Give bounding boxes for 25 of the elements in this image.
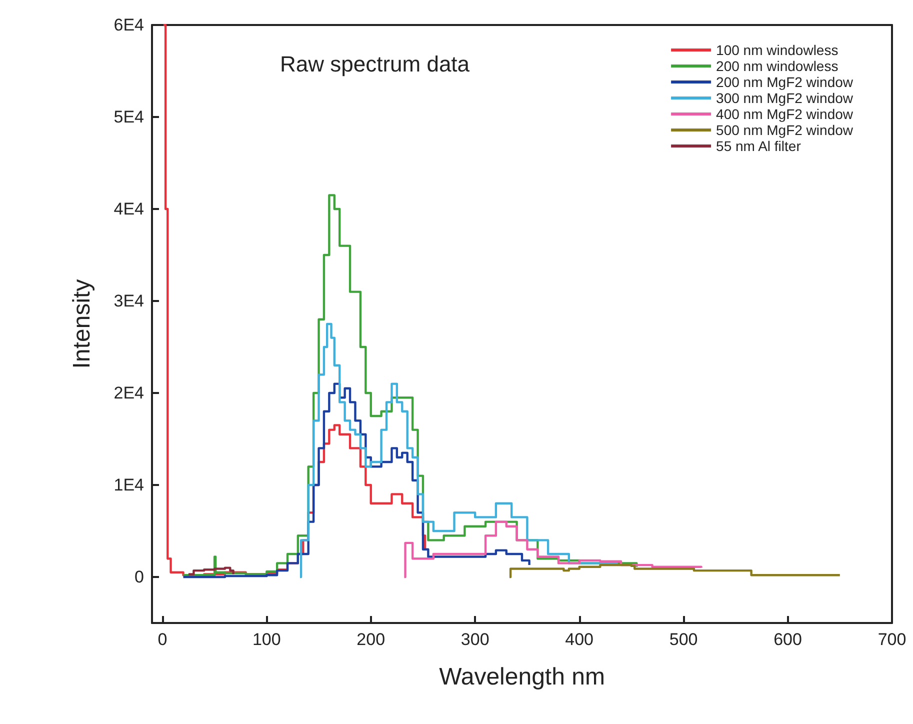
text: Raw spectrum data bbox=[280, 52, 470, 76]
x-axis-title: Wavelength nm bbox=[439, 664, 605, 690]
legend-label: 200 nm windowless bbox=[716, 58, 838, 74]
y-axis-title: Intensity bbox=[68, 279, 96, 369]
y-tick-label: 5E4 bbox=[114, 108, 144, 126]
x-tick-label: 300 bbox=[460, 630, 490, 649]
y-tick-label: 4E4 bbox=[114, 200, 144, 218]
legend-label: 400 nm MgF2 window bbox=[716, 106, 854, 122]
legend-label: 55 nm Al filter bbox=[716, 138, 802, 154]
x-tick-label: 400 bbox=[565, 630, 594, 649]
x-tick-label: 500 bbox=[669, 630, 698, 649]
x-tick-label: 200 bbox=[356, 630, 386, 649]
y-tick-label: 3E4 bbox=[114, 292, 144, 310]
legend-label: 500 nm MgF2 window bbox=[716, 122, 854, 138]
x-tick-label: 100 bbox=[252, 630, 281, 649]
x-tick-label: 700 bbox=[878, 630, 906, 649]
legend-label: 100 nm windowless bbox=[716, 42, 838, 58]
x-tick-label: 0 bbox=[158, 630, 168, 649]
legend-label: 200 nm MgF2 window bbox=[716, 74, 854, 90]
legend-label: 300 nm MgF2 window bbox=[716, 90, 854, 106]
x-tick-label: 600 bbox=[774, 630, 802, 649]
y-tick-label: 1E4 bbox=[114, 476, 144, 494]
y-tick-label: 0 bbox=[134, 568, 144, 586]
y-tick-label: 2E4 bbox=[114, 384, 144, 402]
y-tick-label: 6E4 bbox=[114, 16, 144, 34]
